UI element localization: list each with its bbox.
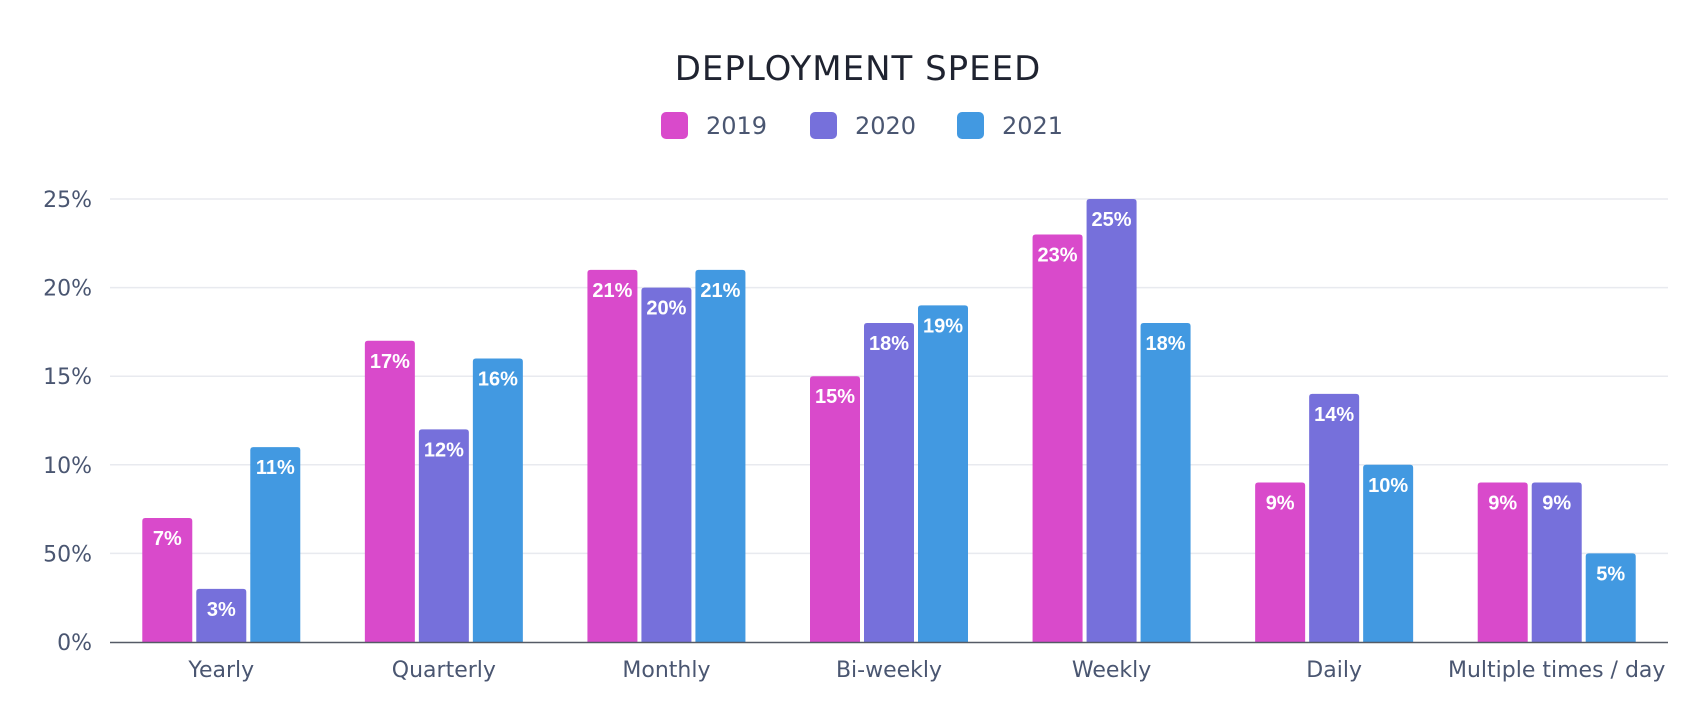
data-label: 25% (1092, 209, 1132, 231)
data-label: 20% (646, 298, 686, 320)
data-label: 17% (370, 351, 410, 373)
y-tick-label: 0% (57, 631, 92, 656)
bar-2020[interactable] (641, 287, 692, 642)
data-label: 15% (815, 386, 855, 408)
bar-group-daily: 9% 14% 10% (1255, 393, 1414, 642)
data-label: 3% (207, 599, 236, 621)
bar-group-quarterly: 17% 12% 16% (364, 340, 523, 642)
data-label: 21% (700, 280, 740, 302)
bar-2020[interactable] (864, 323, 914, 642)
bar-2020[interactable] (1309, 393, 1360, 642)
bar-2019[interactable] (364, 340, 415, 642)
legend-item-2019[interactable]: 2019 (661, 112, 767, 140)
data-label: 21% (592, 280, 632, 302)
bar-2021[interactable] (1585, 553, 1636, 642)
x-tick-label: Weekly (1072, 658, 1151, 683)
x-tick-label: Daily (1306, 658, 1362, 683)
y-tick-label: 25% (43, 188, 92, 213)
data-label: 18% (1146, 333, 1186, 355)
legend-label: 2021 (1002, 112, 1063, 140)
bar-group-yearly: 7% 3% 11% (142, 447, 301, 642)
data-label: 12% (424, 439, 464, 461)
bar-2019[interactable] (142, 517, 193, 642)
x-tick-label: Multiple times / day (1448, 658, 1665, 683)
x-tick-label: Quarterly (392, 658, 496, 683)
x-tick-label: Bi-weekly (836, 658, 942, 683)
bar-group-monthly: 21% 20% 21% (587, 269, 746, 642)
bar-2021[interactable] (1363, 464, 1414, 642)
data-label: 5% (1596, 563, 1625, 585)
bar-2019[interactable] (587, 269, 638, 642)
bar-group-bi-weekly: 15% 18% 19% (810, 305, 968, 642)
data-label: 11% (256, 457, 295, 479)
x-tick-label: Yearly (187, 658, 254, 683)
legend-swatch (957, 112, 984, 139)
bar-2020[interactable] (196, 588, 247, 642)
x-tick-label: Monthly (622, 658, 710, 683)
data-label: 9% (1542, 493, 1571, 515)
bar-2019[interactable] (1032, 234, 1083, 642)
bar-2021[interactable] (695, 269, 746, 642)
bar-group-multiple-times-day: 9% 9% 5% (1477, 482, 1636, 642)
bar-group-weekly: 23% 25% 18% (1032, 199, 1191, 642)
legend-swatch (810, 112, 837, 139)
legend-label: 2019 (706, 112, 767, 140)
bar-2021[interactable] (1140, 323, 1191, 642)
data-label: 10% (1368, 475, 1408, 497)
y-axis: 0% 50% 10% 15% 20% 25% (43, 188, 92, 656)
data-label: 16% (478, 368, 518, 390)
data-label: 23% (1038, 244, 1078, 266)
legend-label: 2020 (855, 112, 916, 140)
data-label: 9% (1488, 493, 1517, 515)
data-label: 19% (923, 315, 963, 337)
legend-swatch (661, 112, 688, 139)
bar-2020[interactable] (418, 429, 469, 642)
bars: 7% 3% 11% 17% 12% 16% 21% 20% 21% 15% 18% 19% 23% 25%… (142, 199, 1636, 642)
legend-item-2021[interactable]: 2021 (957, 112, 1063, 140)
bar-2019[interactable] (810, 376, 860, 642)
data-label: 14% (1314, 404, 1354, 426)
bar-2019[interactable] (1255, 482, 1306, 642)
data-label: 18% (869, 333, 909, 355)
bar-2020[interactable] (1531, 482, 1582, 642)
bar-2021[interactable] (250, 447, 301, 642)
bar-2019[interactable] (1477, 482, 1528, 642)
y-tick-label: 50% (43, 542, 92, 567)
y-tick-label: 20% (43, 277, 92, 302)
bar-2020[interactable] (1086, 199, 1137, 642)
x-axis: Yearly Quarterly Monthly Bi-weekly Weekly Dai… (110, 641, 1668, 683)
y-tick-label: 15% (43, 365, 92, 390)
bar-2021[interactable] (472, 358, 523, 642)
data-label: 7% (153, 528, 182, 550)
legend: 2019 2020 2021 (661, 112, 1063, 140)
legend-item-2020[interactable]: 2020 (810, 112, 916, 140)
y-tick-label: 10% (43, 454, 92, 479)
bar-2021[interactable] (918, 305, 968, 642)
chart-title: DEPLOYMENT SPEED (675, 49, 1042, 89)
data-label: 9% (1266, 493, 1295, 515)
